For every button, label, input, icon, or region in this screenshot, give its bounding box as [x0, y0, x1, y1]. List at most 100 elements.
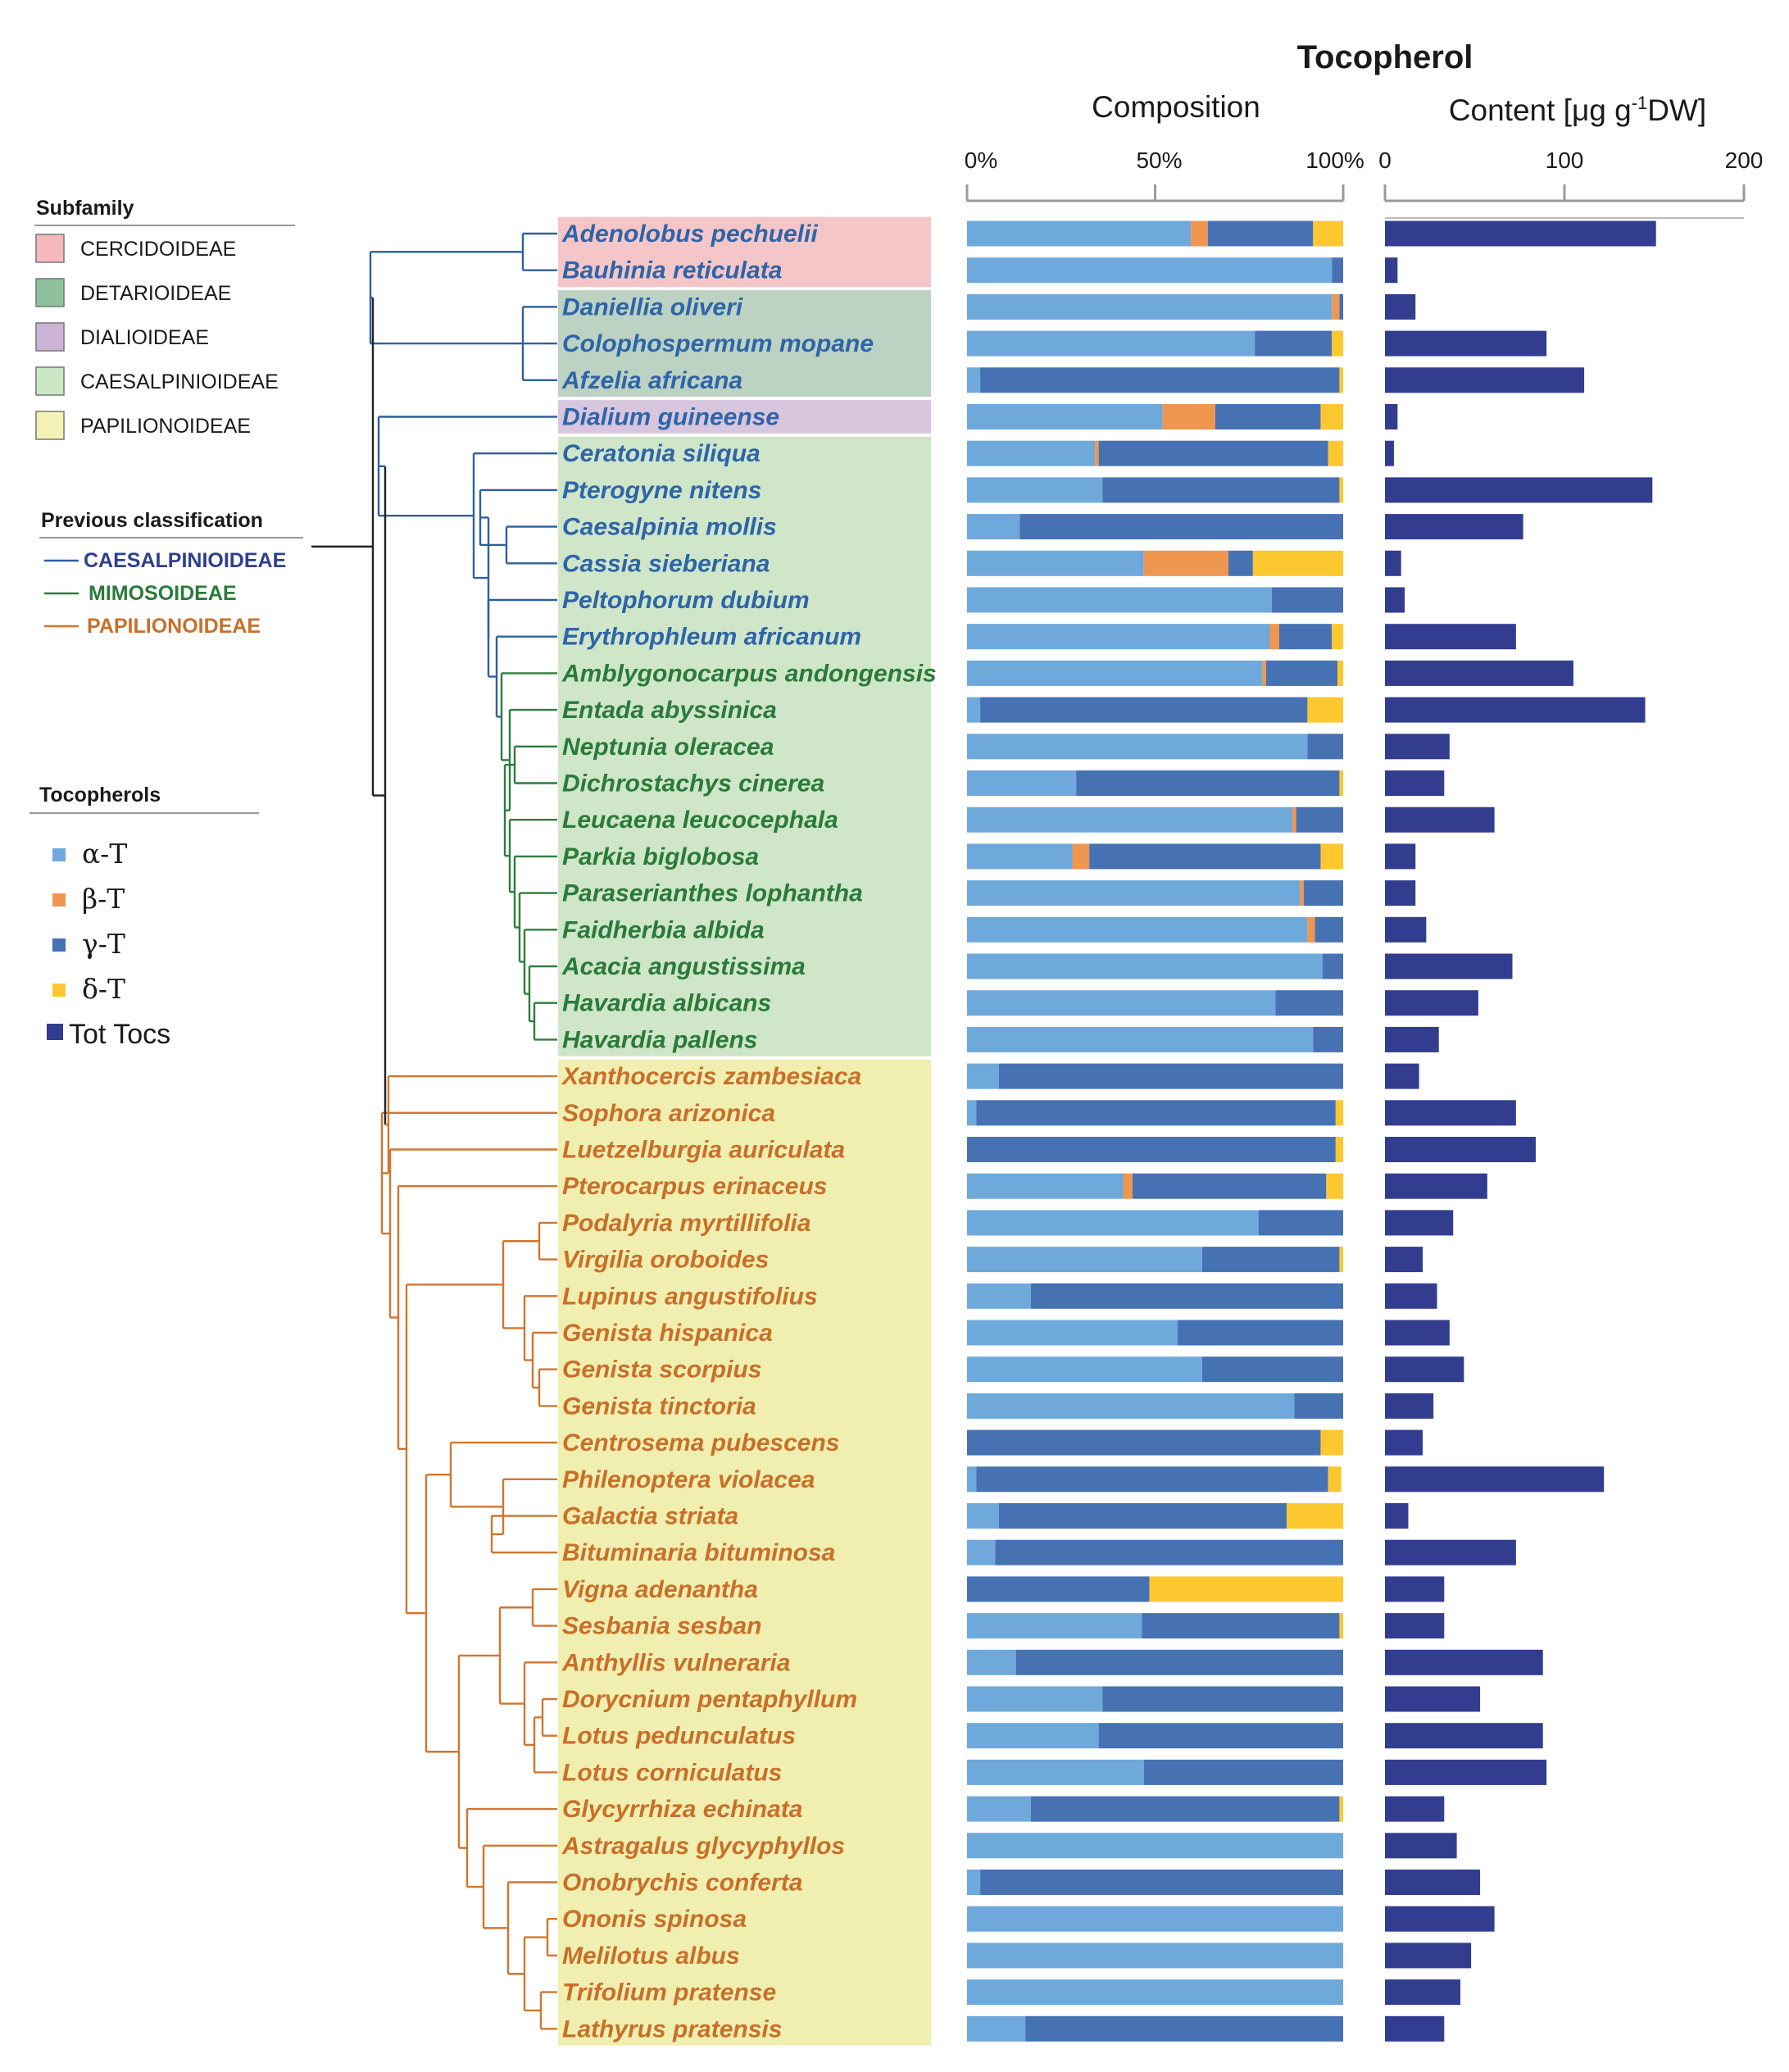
bar-composition-beta-cassia-sieberiana	[1143, 550, 1229, 576]
species-label-parkia-biglobosa: Parkia biglobosa	[562, 843, 759, 870]
bar-composition-alpha-havardia-pallens	[967, 1026, 1314, 1052]
bar-composition-gamma-amblygonocarpus-andongensis	[1265, 660, 1338, 686]
bar-composition-delta-colophospermum-mopane	[1332, 330, 1343, 357]
legend-swatch-beta	[52, 893, 66, 906]
bar-content-melilotus-albus	[1385, 1942, 1472, 1969]
species-label-havardia-pallens: Havardia pallens	[562, 1026, 757, 1053]
bar-composition-gamma-peltophorum-dubium	[1271, 587, 1343, 613]
species-label-caesalpinia-mollis: Caesalpinia mollis	[562, 514, 777, 541]
bar-composition-gamma-galactia-striata	[999, 1503, 1287, 1529]
bar-composition-gamma-paraserianthes-lophantha	[1303, 880, 1343, 906]
species-label-lupinus-angustifolius: Lupinus angustifolius	[562, 1283, 818, 1310]
bar-content-amblygonocarpus-andongensis	[1385, 660, 1573, 686]
bar-composition-alpha-faidherbia-albida	[967, 916, 1308, 943]
legend-prev-label-caes: CAESALPINIOIDEAE	[84, 549, 286, 572]
species-label-dialium-guineense: Dialium guineense	[562, 404, 779, 431]
bar-composition-delta-galactia-striata	[1287, 1503, 1343, 1529]
species-label-centrosema-pubescens: Centrosema pubescens	[562, 1429, 839, 1456]
legend-label-caesalpinioideae: CAESALPINIOIDEAE	[80, 370, 279, 393]
bar-content-lotus-pedunculatus	[1385, 1723, 1543, 1749]
species-label-bauhinia-reticulata: Bauhinia reticulata	[562, 257, 782, 284]
bar-composition-beta-leucaena-leucocephala	[1292, 807, 1296, 833]
bar-composition-gamma-acacia-angustissima	[1322, 953, 1343, 979]
bar-composition-beta-dialium-guineense	[1162, 404, 1215, 429]
species-label-paraserianthes-lophantha: Paraserianthes lophantha	[562, 880, 863, 907]
bar-composition-gamma-bituminaria-bituminosa	[995, 1539, 1343, 1565]
bar-composition-gamma-lathyrus-pratensis	[1025, 2015, 1343, 2042]
bar-composition-alpha-xanthocercis-zambesiaca	[967, 1063, 1000, 1089]
bar-composition-gamma-daniellia-oliveri	[1339, 293, 1343, 320]
bar-composition-alpha-dialium-guineense	[967, 404, 1163, 429]
bar-composition-alpha-astragalus-glycyphyllos	[967, 1833, 1343, 1859]
bar-content-caesalpinia-mollis	[1385, 514, 1523, 540]
bar-composition-alpha-lotus-pedunculatus	[967, 1723, 1099, 1749]
bar-composition-beta-daniellia-oliveri	[1332, 293, 1340, 320]
species-label-pterogyne-nitens: Pterogyne nitens	[562, 477, 761, 504]
species-label-luetzelburgia-auriculata: Luetzelburgia auriculata	[562, 1137, 845, 1164]
bar-composition-beta-adenolobus-pechuelii	[1191, 220, 1208, 247]
bar-composition-delta-philenoptera-violacea	[1328, 1466, 1342, 1493]
bar-content-philenoptera-violacea	[1385, 1466, 1605, 1493]
legend-toco-label-gamma: γ-T	[82, 928, 125, 960]
subfamily-box-caesalpinioideae	[558, 436, 931, 1056]
bar-composition-alpha-onobrychis-conferta	[967, 1870, 981, 1895]
bar-content-centrosema-pubescens	[1385, 1429, 1423, 1456]
bar-composition-alpha-daniellia-oliveri	[967, 293, 1333, 320]
bar-content-bauhinia-reticulata	[1385, 257, 1398, 284]
bar-composition-gamma-podalyria-myrtillifolia	[1258, 1210, 1343, 1236]
bar-content-colophospermum-mopane	[1385, 330, 1547, 357]
bar-composition-alpha-genista-scorpius	[967, 1356, 1202, 1383]
bar-composition-gamma-luetzelburgia-auriculata	[967, 1137, 1336, 1162]
chart-title: Tocopherol	[1297, 39, 1473, 75]
bar-composition-alpha-adenolobus-pechuelii	[967, 220, 1192, 247]
species-label-genista-tinctoria: Genista tinctoria	[562, 1393, 756, 1420]
legend-tocopherols-title: Tocopherols	[39, 784, 161, 807]
bar-composition-gamma-havardia-albicans	[1275, 990, 1343, 1016]
bar-content-anthyllis-vulneraria	[1385, 1649, 1543, 1675]
subfamily-box-papilionoideae	[558, 1059, 931, 2046]
bar-composition-gamma-lupinus-angustifolius	[1031, 1283, 1343, 1309]
species-labels: Adenolobus pechuelii Bauhinia reticulata D…	[561, 220, 937, 2042]
phylogenetic-tree	[311, 232, 557, 2030]
bar-content-faidherbia-albida	[1385, 916, 1427, 943]
bar-content-entada-abyssinica	[1385, 697, 1646, 723]
composition-tick-label: 0%	[965, 148, 997, 173]
content-title-suffix: DW]	[1647, 93, 1706, 127]
species-label-melilotus-albus: Melilotus albus	[562, 1942, 740, 1970]
bar-composition-alpha-entada-abyssinica	[967, 697, 981, 723]
bar-composition-delta-dialium-guineense	[1320, 404, 1343, 429]
legend-swatch-alpha	[52, 848, 66, 861]
bar-composition-alpha-caesalpinia-mollis	[967, 514, 1020, 540]
bar-content-ceratonia-siliqua	[1385, 440, 1394, 466]
bar-composition-gamma-bauhinia-reticulata	[1332, 257, 1343, 284]
bar-content-pterogyne-nitens	[1385, 477, 1653, 503]
bar-content-ononis-spinosa	[1385, 1906, 1495, 1932]
content-title-main: Content [μg g	[1449, 93, 1632, 127]
species-label-neptunia-oleracea: Neptunia oleracea	[562, 734, 774, 761]
legend-previous-classification: Previous classification CAESALPINIOIDEAE…	[39, 509, 303, 638]
bar-composition-gamma-lotus-pedunculatus	[1098, 1723, 1343, 1749]
species-label-sesbania-sesban: Sesbania sesban	[562, 1613, 761, 1640]
bar-content-xanthocercis-zambesiaca	[1385, 1063, 1419, 1089]
bar-content-pterocarpus-erinaceus	[1385, 1173, 1487, 1199]
bar-composition-alpha-trifolium-pratense	[967, 1979, 1343, 2006]
species-label-erythrophleum-africanum: Erythrophleum africanum	[562, 624, 861, 651]
bar-composition-delta-entada-abyssinica	[1307, 697, 1343, 723]
bar-composition-alpha-erythrophleum-africanum	[967, 624, 1270, 650]
bar-composition-alpha-parkia-biglobosa	[967, 843, 1073, 870]
legend-label-papilionoideae: PAPILIONOIDEAE	[80, 415, 251, 438]
legend-tocopherols: Tocopherols α-T β-T γ-T δ-T Tot Tocs	[30, 784, 259, 1050]
bar-composition-alpha-genista-hispanica	[967, 1320, 1178, 1346]
bar-composition-gamma-anthyllis-vulneraria	[1015, 1649, 1343, 1675]
subfamily-box-dialioideae	[558, 400, 931, 434]
legend-prev-label-mimo: MIMOSOIDEAE	[89, 582, 237, 605]
species-label-peltophorum-dubium: Peltophorum dubium	[562, 587, 810, 614]
content-tick-label: 100	[1546, 148, 1584, 173]
bar-composition-alpha-peltophorum-dubium	[967, 587, 1272, 613]
bar-content-genista-hispanica	[1385, 1320, 1450, 1346]
legend-subfamily: Subfamily CERCIDOIDEAE DETARIOIDEAE DIALIO…	[34, 197, 295, 440]
bar-composition-alpha-philenoptera-violacea	[967, 1466, 977, 1493]
legend-toco-label-beta: β-T	[82, 883, 125, 915]
species-label-astragalus-glycyphyllos: Astragalus glycyphyllos	[561, 1833, 845, 1860]
bar-content-parkia-biglobosa	[1385, 843, 1416, 870]
